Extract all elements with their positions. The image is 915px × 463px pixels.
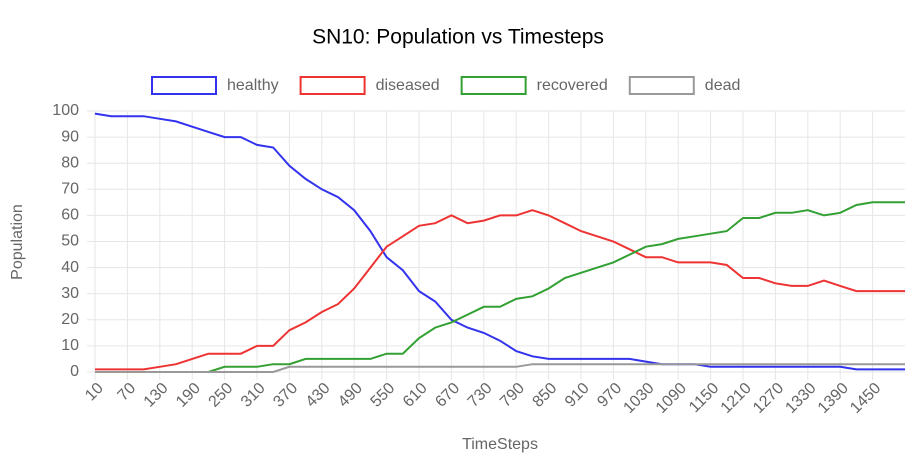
x-tick-label: 430 [303,380,334,411]
x-tick-label: 1330 [782,380,819,417]
series-line [94,112,905,371]
legend-swatch [151,76,217,95]
legend-swatch [299,76,366,95]
y-axis-label: Population [9,204,26,280]
x-tick-label: 1450 [847,380,884,417]
x-tick-label: 1150 [686,380,722,416]
series-line [95,209,905,371]
x-tick-label: 1030 [620,380,657,417]
legend-swatch [628,76,695,95]
x-tick-label: 250 [206,380,237,411]
x-tick-label: 70 [115,380,140,405]
legend-label: diseased [376,77,440,94]
legend-label: recovered [537,77,608,94]
x-tick-label: 1270 [750,380,787,417]
y-tick-label: 60 [61,207,79,224]
x-axis-label: TimeSteps [462,436,538,453]
x-tick-label: 370 [270,380,301,411]
y-tick-label: 30 [61,285,79,302]
y-tick-label: 80 [61,154,79,171]
y-tick-label: 40 [61,259,79,276]
y-tick-label: 70 [61,181,79,198]
y-tick-label: 20 [61,311,79,328]
legend-label: dead [705,77,741,94]
x-tick-label: 490 [335,380,366,411]
y-tick-label: 100 [52,102,79,119]
x-tick-label: 850 [530,380,561,411]
x-tick-label: 550 [368,380,399,411]
y-tick-label: 50 [61,233,79,250]
x-tick-label: 1390 [815,380,852,417]
x-tick-label: 1210 [718,380,755,417]
y-tick-label: 90 [61,128,79,145]
x-tick-label: 10 [82,380,107,405]
series-line [95,201,905,373]
x-tick-label: 130 [141,380,172,411]
chart-title: SN10: Population vs Timesteps [312,26,604,49]
x-tick-label: 670 [432,380,463,411]
legend-label: healthy [227,77,279,94]
x-tick-label: 310 [238,380,269,411]
series-line [95,363,905,373]
x-tick-label: 1090 [653,380,690,417]
x-tick-label: 730 [465,380,496,411]
y-tick-label: 0 [70,363,79,380]
x-tick-label: 790 [497,380,528,411]
x-tick-label: 910 [562,380,593,411]
x-tick-label: 610 [400,380,431,411]
x-tick-label: 190 [173,380,204,411]
y-tick-label: 10 [61,337,79,354]
legend-swatch [460,76,527,95]
